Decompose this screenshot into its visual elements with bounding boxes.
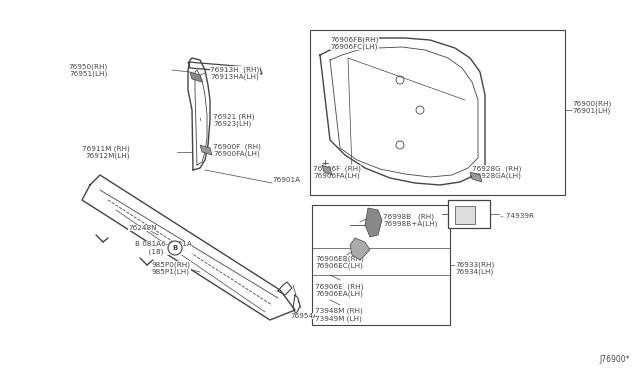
Circle shape bbox=[168, 241, 182, 255]
Polygon shape bbox=[322, 165, 332, 175]
Text: J76900*: J76900* bbox=[600, 355, 630, 364]
Text: 76933(RH)
76934(LH): 76933(RH) 76934(LH) bbox=[455, 261, 494, 275]
Text: 73948M (RH)
73949M (LH): 73948M (RH) 73949M (LH) bbox=[315, 308, 363, 322]
Polygon shape bbox=[190, 72, 202, 82]
Text: 985P0(RH)
985P1(LH): 985P0(RH) 985P1(LH) bbox=[152, 261, 191, 275]
Text: 76928G  (RH)
76928GA(LH): 76928G (RH) 76928GA(LH) bbox=[472, 165, 522, 179]
Text: B: B bbox=[172, 245, 178, 251]
Text: – 74939R: – 74939R bbox=[500, 213, 534, 219]
Text: 76906F  (RH)
76906FA(LH): 76906F (RH) 76906FA(LH) bbox=[313, 165, 361, 179]
FancyBboxPatch shape bbox=[455, 206, 475, 224]
FancyBboxPatch shape bbox=[448, 200, 490, 228]
Text: 76906FB(RH)
76906FC(LH): 76906FB(RH) 76906FC(LH) bbox=[330, 36, 378, 50]
Text: 76906E  (RH)
76906EA(LH): 76906E (RH) 76906EA(LH) bbox=[315, 283, 364, 297]
Polygon shape bbox=[365, 208, 382, 237]
Text: 76913H  (RH)
76913HA(LH): 76913H (RH) 76913HA(LH) bbox=[210, 66, 259, 80]
Polygon shape bbox=[200, 145, 212, 155]
Text: 76950(RH)
76951(LH): 76950(RH) 76951(LH) bbox=[68, 63, 108, 77]
Polygon shape bbox=[350, 238, 370, 260]
Text: 76906EB(RH)
76906EC(LH): 76906EB(RH) 76906EC(LH) bbox=[315, 255, 364, 269]
Text: 76901A: 76901A bbox=[272, 177, 300, 183]
Polygon shape bbox=[470, 172, 482, 182]
Text: 76954A: 76954A bbox=[290, 313, 318, 319]
Text: 76900F  (RH)
76900FA(LH): 76900F (RH) 76900FA(LH) bbox=[213, 143, 261, 157]
Text: B 081A6-6121A
      (18): B 081A6-6121A (18) bbox=[135, 241, 192, 255]
Text: 76911M (RH)
76912M(LH): 76911M (RH) 76912M(LH) bbox=[83, 145, 130, 159]
Text: 76900(RH)
76901(LH): 76900(RH) 76901(LH) bbox=[572, 100, 611, 114]
Text: 76248N: 76248N bbox=[128, 225, 157, 231]
Text: 76921 (RH)
76923(LH): 76921 (RH) 76923(LH) bbox=[213, 113, 255, 127]
Text: 76998B   (RH)
76998B+A(LH): 76998B (RH) 76998B+A(LH) bbox=[383, 213, 437, 227]
